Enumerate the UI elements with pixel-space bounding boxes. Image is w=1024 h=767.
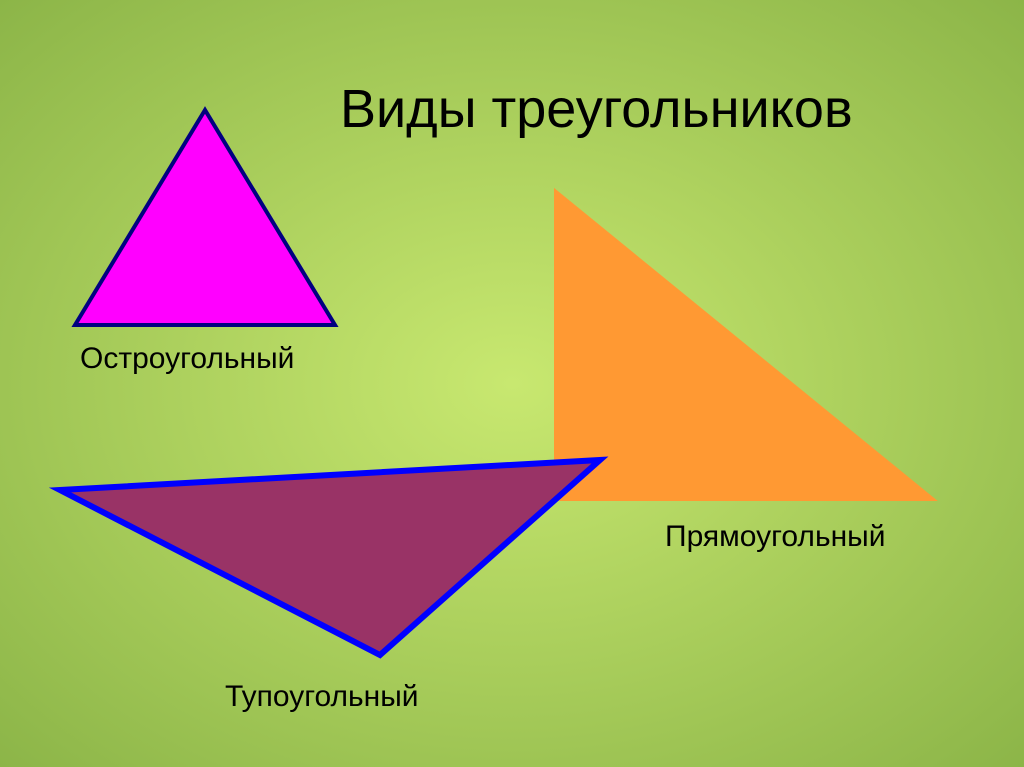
acute-triangle-shape [75, 110, 335, 325]
right-triangle [555, 190, 935, 500]
obtuse-triangle-shape [60, 460, 600, 655]
obtuse-label: Тупоугольный [225, 680, 419, 714]
acute-triangle [75, 110, 335, 325]
acute-label: Остроугольный [80, 342, 294, 376]
obtuse-triangle [60, 460, 600, 655]
slide-title: Виды треугольников [340, 78, 853, 140]
right-label: Прямоугольный [665, 520, 885, 554]
right-triangle-shape [555, 190, 935, 500]
slide-canvas: Виды треугольников Остроугольный Прямоуг… [0, 0, 1024, 767]
